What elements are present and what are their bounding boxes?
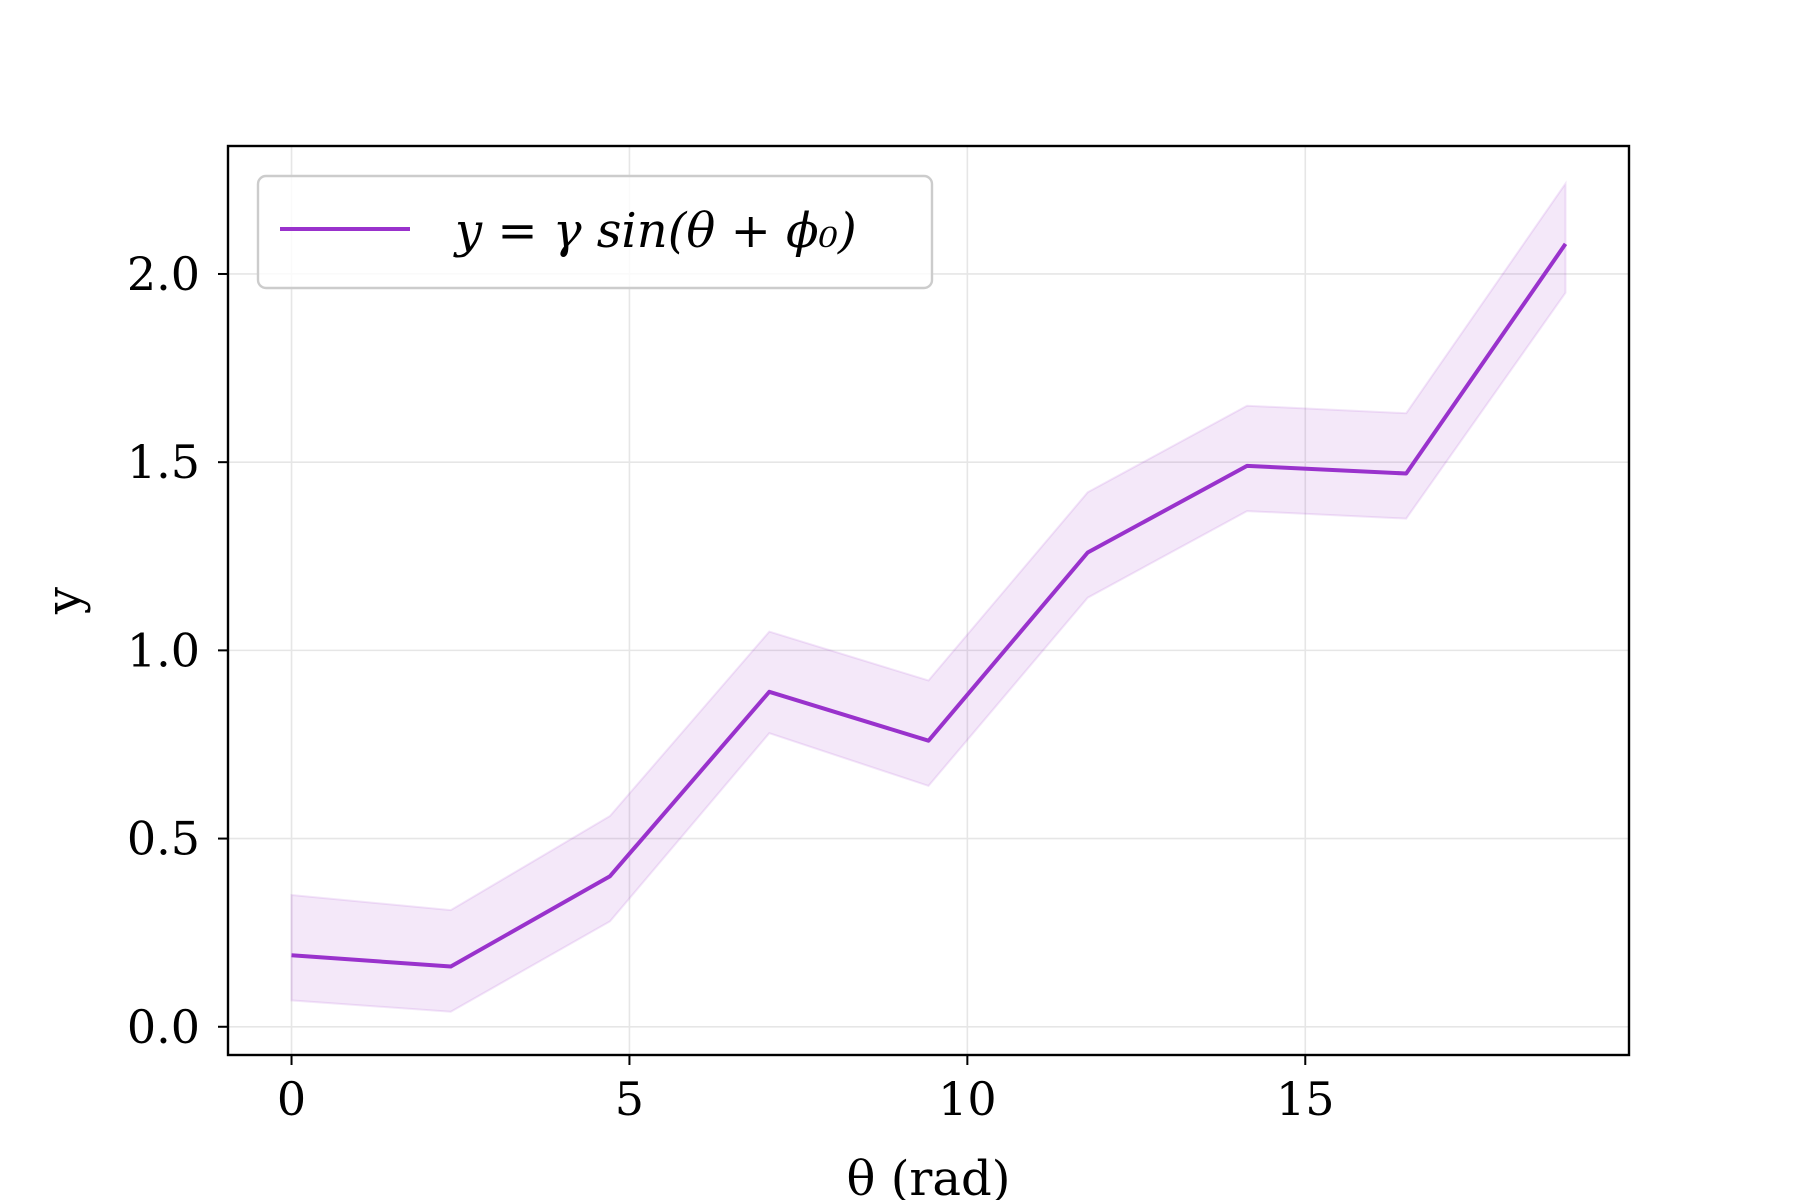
y-tick-label: 1.5 <box>127 435 200 489</box>
y-tick-label: 0.0 <box>127 1000 200 1054</box>
legend-label: y = γ sin(θ + ϕ₀) <box>453 203 857 259</box>
series-line <box>291 242 1568 969</box>
y-tick-label: 1.0 <box>127 623 200 677</box>
y-tick-label: 0.5 <box>127 812 200 866</box>
x-tick-label: 15 <box>1276 1072 1335 1126</box>
x-tick-label: 5 <box>615 1072 644 1126</box>
x-tick-label: 10 <box>938 1072 997 1126</box>
legend: y = γ sin(θ + ϕ₀) <box>256 174 934 290</box>
x-axis-ticks: 0 5 10 15 <box>277 1055 1335 1126</box>
x-tick-label: 0 <box>277 1072 306 1126</box>
y-tick-label: 2.0 <box>127 247 200 301</box>
x-axis-label: θ (rad) <box>847 1151 1011 1200</box>
y-axis-ticks: 0.0 0.5 1.0 1.5 2.0 <box>127 247 228 1054</box>
series-lines <box>291 242 1568 969</box>
confidence-band <box>290 180 1567 1013</box>
confidence-band-group <box>290 180 1567 1013</box>
plot-frame <box>226 144 1631 1057</box>
legend-box <box>256 174 934 290</box>
y-axis-label: y <box>36 587 92 615</box>
